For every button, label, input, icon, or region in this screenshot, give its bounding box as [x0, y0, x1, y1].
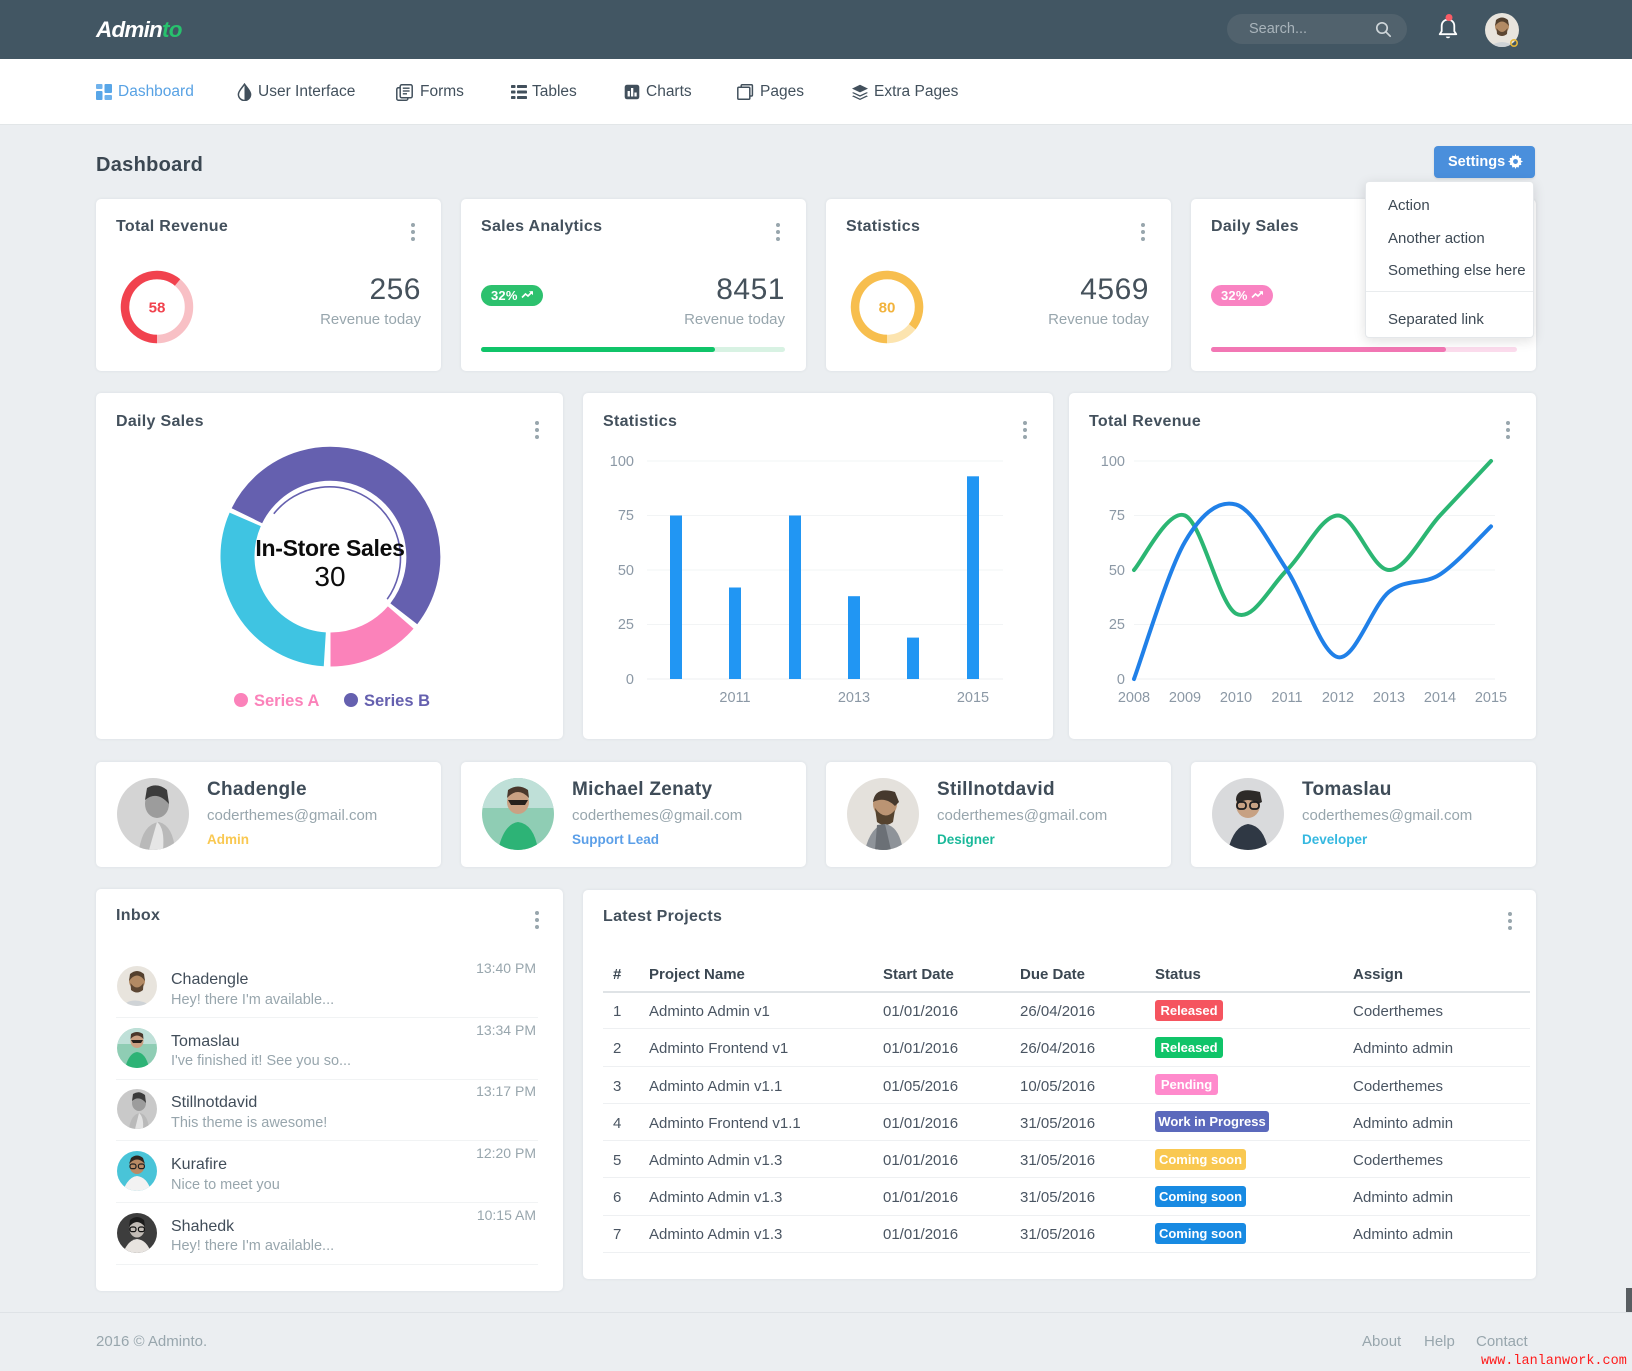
svg-text:2011: 2011	[719, 690, 750, 706]
svg-text:30: 30	[314, 561, 345, 592]
svg-text:75: 75	[618, 508, 634, 524]
svg-text:2009: 2009	[1169, 690, 1201, 706]
svg-text:2013: 2013	[1373, 690, 1405, 706]
svg-text:50: 50	[1109, 563, 1125, 579]
svg-text:Series B: Series B	[364, 692, 430, 710]
svg-text:2010: 2010	[1220, 690, 1252, 706]
svg-text:2012: 2012	[1322, 690, 1354, 706]
svg-text:50: 50	[618, 563, 634, 579]
svg-text:0: 0	[626, 672, 634, 688]
svg-text:100: 100	[1101, 454, 1125, 470]
svg-text:2011: 2011	[1271, 690, 1302, 706]
svg-text:100: 100	[610, 454, 634, 470]
svg-text:Series A: Series A	[254, 692, 320, 710]
svg-text:In-Store Sales: In-Store Sales	[255, 535, 404, 561]
svg-text:75: 75	[1109, 508, 1125, 524]
svg-text:58: 58	[149, 299, 166, 316]
svg-text:25: 25	[1109, 617, 1125, 633]
svg-text:2013: 2013	[838, 690, 870, 706]
svg-text:2014: 2014	[1424, 690, 1456, 706]
svg-text:80: 80	[879, 299, 896, 316]
svg-text:2015: 2015	[957, 690, 989, 706]
svg-text:25: 25	[618, 617, 634, 633]
svg-text:2008: 2008	[1118, 690, 1150, 706]
svg-text:2015: 2015	[1475, 690, 1507, 706]
svg-text:0: 0	[1117, 672, 1125, 688]
